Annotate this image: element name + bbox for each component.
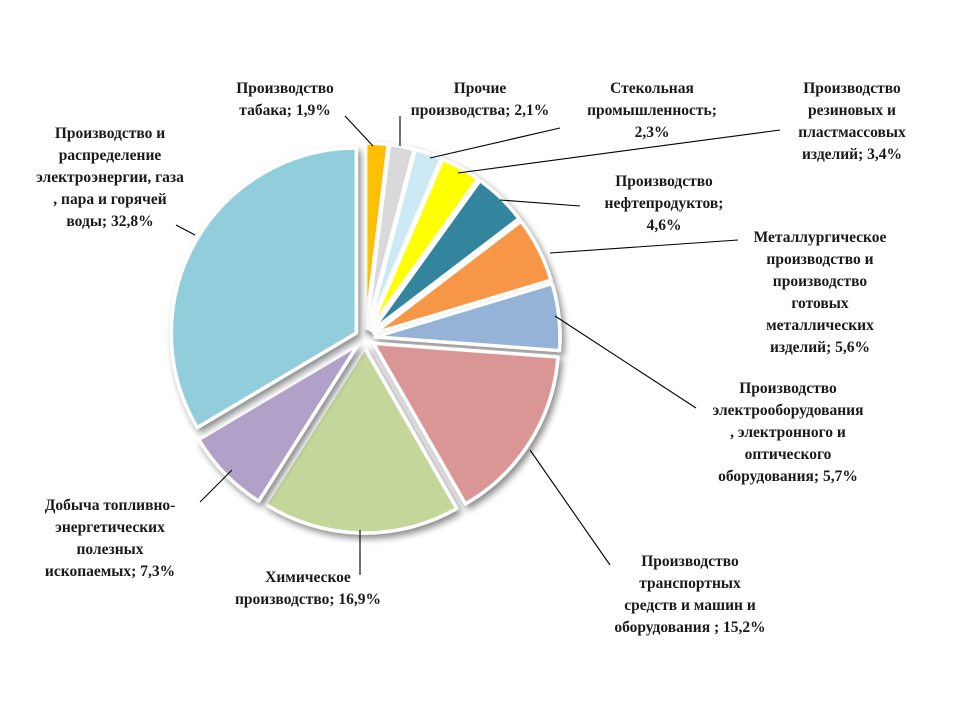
pie-slice: [368, 157, 480, 332]
slice-label-line: энергетических: [55, 519, 165, 536]
slice-label-line: воды; 32,8%: [66, 213, 153, 230]
slice-label: Производство табака; 1,9%: [236, 80, 334, 119]
slice-label-line: производства; 2,1%: [411, 102, 549, 119]
pie-slice: [373, 281, 562, 353]
slice-label-line: оборудования ; 15,2%: [614, 619, 765, 636]
slice-label-line: Производство: [615, 173, 713, 190]
slice-label-line: производство: [773, 273, 868, 290]
pie-slices: [169, 141, 562, 535]
leader-line: [499, 199, 581, 207]
slice-label-line: электроэнергии, газа: [36, 169, 184, 186]
slice-label-line: Металлургическое: [754, 229, 887, 246]
pie-slice: [263, 346, 459, 535]
leader-line: [175, 224, 196, 236]
slice-label-line: табака; 1,9%: [239, 102, 330, 119]
slice-label-line: Производство: [236, 80, 334, 97]
slice-label: Производство электрооборудования , электро…: [713, 380, 864, 485]
leader-line: [457, 129, 781, 174]
slice-label-line: Производство и: [55, 125, 165, 142]
slice-label-line: Химическое: [265, 569, 351, 586]
slice-label-line: Добыча топливно-: [45, 497, 176, 514]
slice-label-line: Производство: [641, 553, 739, 570]
slice-label: Производство и распределение электроэнерги…: [36, 125, 184, 230]
slice-label: Металлургическое производство и производст…: [754, 229, 887, 356]
slice-label-line: 2,3%: [635, 124, 670, 141]
slice-label-line: Прочие: [454, 80, 507, 97]
slice-label: Производство резиновых и пластмассовых изде…: [798, 80, 906, 163]
slice-label-line: , пара и горячей: [53, 191, 167, 208]
leader-line: [529, 449, 611, 566]
slice-label-line: промышленность;: [587, 102, 717, 119]
slice-label-line: изделий; 3,4%: [802, 146, 902, 163]
slice-label-line: распределение: [59, 147, 162, 164]
slice-label-line: , электронного и: [730, 424, 846, 441]
pie-slice: [372, 219, 553, 336]
slice-label-line: Производство: [803, 80, 901, 97]
leader-line: [549, 239, 739, 254]
slice-label-line: пластмассовых: [798, 124, 906, 141]
slice-label-line: полезных: [76, 541, 143, 558]
pie-slice: [366, 147, 443, 331]
slice-label: Стекольная промышленность; 2,3%: [587, 80, 717, 141]
slice-label: Производство нефтепродуктов; 4,6%: [605, 173, 724, 234]
slice-label-line: резиновых и: [808, 102, 896, 119]
slice-label-line: средств и машин и: [624, 597, 756, 614]
slice-labels: Производство табака; 1,9% Прочие производст…: [36, 80, 906, 636]
slice-label-line: готовых: [791, 295, 848, 312]
slice-label-line: оборудования; 5,7%: [718, 468, 858, 485]
slice-label: Производство транспортных средств и машин …: [614, 553, 765, 636]
pie-slice: [169, 146, 359, 430]
slice-label-line: нефтепродуктов;: [605, 195, 724, 212]
leader-line: [199, 469, 233, 503]
leader-line: [554, 315, 697, 409]
slice-label-line: металлических: [766, 317, 874, 334]
slice-label-line: производство и: [766, 251, 873, 268]
slice-label-line: изделий; 5,6%: [770, 339, 870, 356]
leader-line: [429, 127, 561, 159]
slice-label-line: ископаемых; 7,3%: [45, 563, 175, 580]
slice-label-line: транспортных: [639, 575, 741, 592]
slice-label: Прочие производства; 2,1%: [411, 80, 549, 119]
slice-label-line: Производство: [739, 380, 837, 397]
slice-label: Добыча топливно-энергетических полезных ис…: [45, 497, 176, 580]
slice-label-line: производство; 16,9%: [235, 591, 381, 608]
leader-line: [344, 115, 374, 147]
pie-slice: [370, 178, 521, 333]
pie-slice: [371, 341, 560, 506]
slice-label: Химическое производство; 16,9%: [235, 569, 381, 608]
slice-label-line: оптического: [745, 446, 832, 463]
slice-label-line: 4,6%: [647, 217, 682, 234]
slice-label-line: электрооборудования: [713, 402, 864, 419]
pie-slice: [197, 343, 360, 503]
slice-label-line: Стекольная: [610, 80, 694, 97]
